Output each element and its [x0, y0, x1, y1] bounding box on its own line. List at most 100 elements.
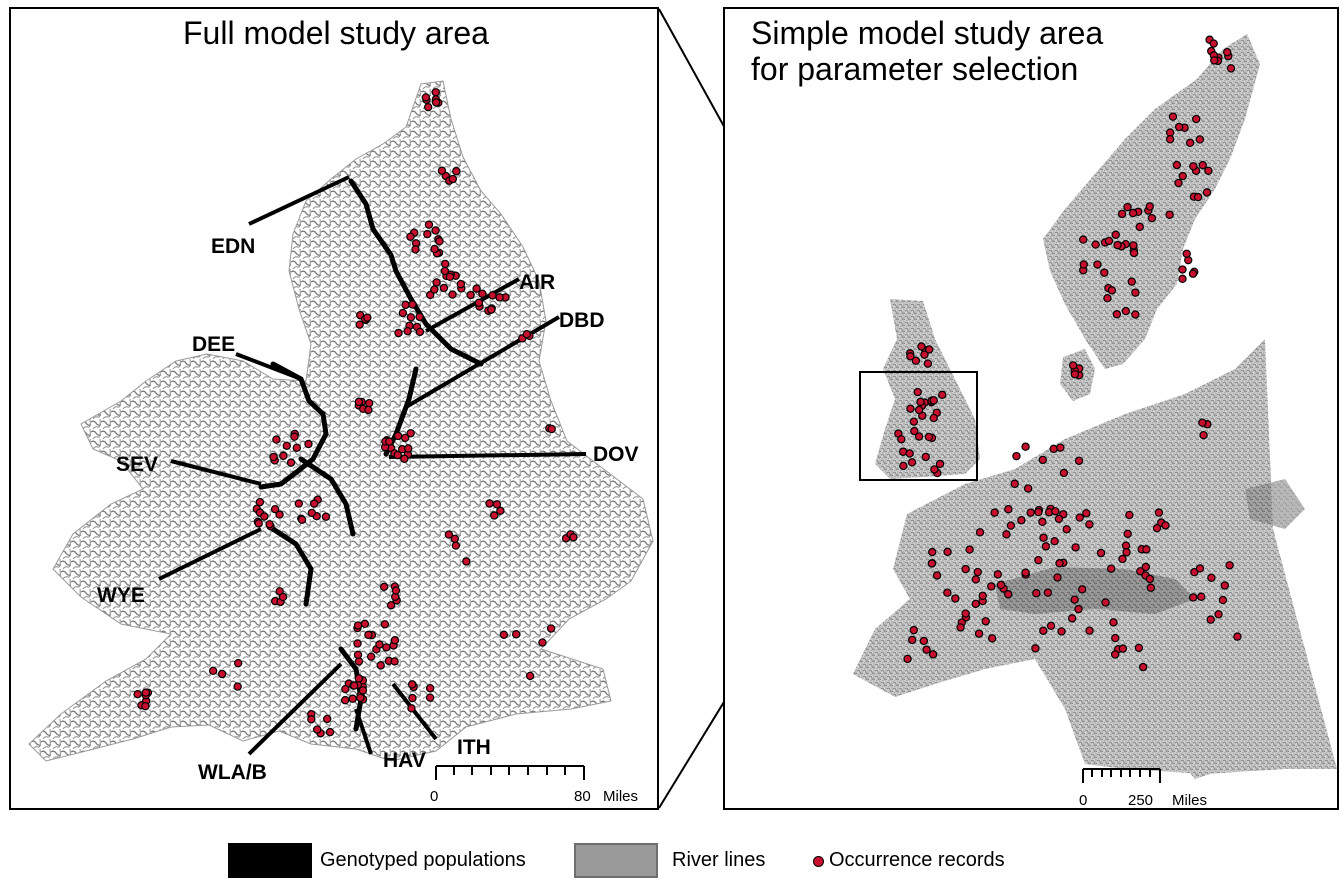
occurrence-dot — [390, 636, 400, 645]
occurrence-dot — [408, 693, 417, 703]
occurrence-dot — [1192, 114, 1201, 124]
occurrence-dot — [1165, 210, 1174, 219]
occurrence-dot — [1197, 592, 1206, 601]
occurrence-dot — [914, 405, 924, 415]
occurrence-dot — [279, 451, 288, 461]
occurrence-dot — [448, 290, 457, 299]
occurrence-dot — [522, 329, 532, 339]
occurrence-dot — [1079, 260, 1088, 269]
occurrence-dot — [474, 298, 484, 307]
occurrence-dot — [975, 528, 985, 537]
scale-left-unit: Miles — [603, 788, 639, 805]
occurrence-dot — [1074, 604, 1083, 614]
occurrence-dot — [421, 93, 431, 102]
occurrence-dot — [920, 350, 929, 359]
occurrence-dot — [932, 571, 942, 580]
occurrence-dot — [1199, 430, 1208, 440]
occurrence-dot — [307, 508, 316, 518]
occurrence-dot — [490, 511, 499, 520]
occurrence-dot — [917, 342, 926, 351]
occurrence-dot — [294, 499, 303, 508]
occurrence-dot — [538, 638, 547, 647]
occurrence-dot — [1059, 468, 1069, 478]
occurrence-dot — [462, 557, 471, 566]
occurrence-dot — [921, 452, 930, 462]
england-wales-river-map — [28, 80, 654, 780]
occurrence-dot — [1110, 650, 1120, 659]
occurrence-dot — [380, 620, 390, 629]
occurrence-dot — [350, 681, 359, 690]
occurrence-dot — [1174, 122, 1184, 132]
occurrence-dot — [1056, 443, 1065, 452]
occurrence-dot — [1093, 260, 1102, 269]
occurrence-dot — [423, 229, 432, 239]
occurrence-dot — [364, 630, 373, 640]
occurrence-dot — [924, 432, 934, 442]
occurrence-dot — [1225, 561, 1234, 570]
occurrence-dot — [304, 439, 313, 449]
occurrence-dot — [1129, 248, 1139, 258]
occurrence-dot — [1218, 595, 1228, 605]
occurrence-dot — [906, 404, 915, 413]
occurrence-dot — [1233, 632, 1242, 641]
occurrence-dot — [1123, 529, 1132, 539]
occurrence-dot — [309, 499, 319, 508]
site-label-air: AIR — [519, 271, 556, 294]
occurrence-dot — [408, 300, 417, 309]
occurrence-dot — [1032, 589, 1041, 598]
occurrence-dot — [1202, 188, 1212, 197]
occurrence-dot — [379, 582, 389, 592]
scale-right-end: 250 — [1128, 792, 1154, 809]
occurrence-dot — [956, 623, 965, 632]
occurrence-dot — [1039, 626, 1048, 635]
occurrence-dot — [354, 674, 364, 683]
occurrence-dot — [290, 432, 299, 441]
occurrence-dot — [208, 666, 218, 676]
england-wales-river-network — [28, 80, 654, 762]
scale-left-start: 0 — [430, 788, 439, 805]
occurrence-dot — [1131, 310, 1140, 319]
occurrence-dot — [341, 684, 350, 694]
occurrence-dot — [908, 635, 917, 645]
occurrence-dot — [1118, 554, 1127, 564]
carpathians-dense-rivers — [1245, 479, 1305, 529]
occurrence-dot — [1031, 644, 1040, 653]
occurrence-dot — [899, 461, 908, 471]
occurrence-dot — [1165, 135, 1175, 144]
occurrence-dot — [1010, 479, 1019, 488]
occurrence-dot — [961, 609, 970, 618]
europe-river-map — [853, 34, 1337, 783]
occurrence-dot — [1113, 240, 1122, 250]
occurrence-dot — [943, 588, 952, 597]
occurrence-dot — [1147, 213, 1157, 223]
scandinavia-landmass — [1043, 34, 1260, 369]
occurrence-dot — [1131, 288, 1140, 297]
simple-model-title: Simple model study area for parameter se… — [751, 15, 1103, 87]
occurrence-dot — [1041, 542, 1051, 551]
occurrence-dot — [321, 512, 331, 521]
site-label-ith: ITH — [457, 736, 491, 759]
occurrence-dot — [1209, 39, 1218, 48]
occurrence-dot — [1100, 268, 1109, 277]
occurrence-dot — [1053, 573, 1062, 582]
occurrence-dot — [1082, 509, 1091, 518]
occurrence-dot — [1178, 265, 1187, 274]
occurrence-dot — [478, 289, 487, 298]
occurrence-dot — [1193, 192, 1203, 202]
occurrence-dot — [1004, 590, 1013, 599]
occurrence-dot — [546, 624, 556, 633]
occurrence-dot — [971, 575, 980, 584]
occurrence-dot — [1178, 171, 1187, 181]
occurrence-dot — [1034, 507, 1043, 517]
scale-bar-right — [1082, 768, 1161, 783]
occurrence-dot — [1118, 644, 1128, 653]
occurrence-dot — [919, 636, 929, 646]
occurrence-dot — [272, 435, 281, 444]
occurrence-dot — [260, 512, 269, 521]
occurrence-dot — [394, 328, 403, 338]
occurrence-dot — [485, 499, 494, 508]
occurrence-dot — [403, 326, 412, 336]
occurrence-dot — [445, 272, 455, 282]
occurrence-dot — [1146, 583, 1156, 592]
occurrence-dot — [978, 591, 987, 600]
